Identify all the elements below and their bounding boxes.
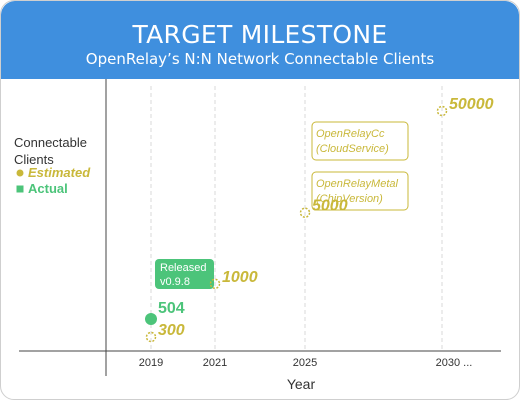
legend-marker-estimated [16, 169, 24, 177]
annotation-text: OpenRelayMetal [316, 178, 398, 190]
annotation-box: OpenRelayMetal (ChipVersion) [311, 171, 409, 211]
chart-title: TARGET MILESTONE [132, 20, 388, 49]
annotation-text: (CloudService) [316, 143, 389, 155]
x-tick-label: 2021 [203, 357, 227, 369]
estimated-point-label: 300 [158, 322, 185, 339]
estimated-point-label: 5000 [312, 198, 348, 215]
actual-point-label: 504 [158, 300, 185, 317]
estimated-point [209, 278, 221, 290]
actual-point [145, 313, 157, 325]
chart-subtitle: OpenRelay’s N:N Network Connectable Clie… [85, 50, 435, 68]
annotation-text: Released [160, 262, 206, 274]
x-tick-label: 2030 ... [436, 357, 473, 369]
estimated-point-label: 50000 [449, 96, 494, 113]
x-tick-label: 2019 [139, 357, 163, 369]
estimated-point [145, 331, 157, 343]
annotation-box: Released v0.9.8 [155, 259, 214, 289]
legend-label: Actual [28, 181, 68, 196]
legend-label: Estimated [28, 165, 91, 180]
annotation-box: OpenRelayCc (CloudService) [311, 121, 409, 161]
legend-marker-actual [16, 185, 24, 193]
annotation-text: v0.9.8 [160, 276, 190, 288]
annotation-bg [155, 259, 214, 289]
y-axis-label-line2: Clients [14, 152, 54, 167]
annotation-bg [311, 171, 409, 211]
x-axis-label: Year [287, 376, 316, 392]
estimated-point-label: 1000 [222, 269, 258, 286]
y-axis-label-line1: Connectable [14, 135, 87, 150]
estimated-point [299, 207, 311, 218]
annotation-text: OpenRelayCc [316, 128, 385, 140]
x-tick-label: 2025 [293, 357, 317, 369]
chart-header: TARGET MILESTONE OpenRelay’s N:N Network… [1, 1, 519, 79]
estimated-point [436, 105, 448, 117]
annotation-bg [311, 121, 409, 161]
annotation-text: (ChipVersion) [316, 193, 383, 205]
